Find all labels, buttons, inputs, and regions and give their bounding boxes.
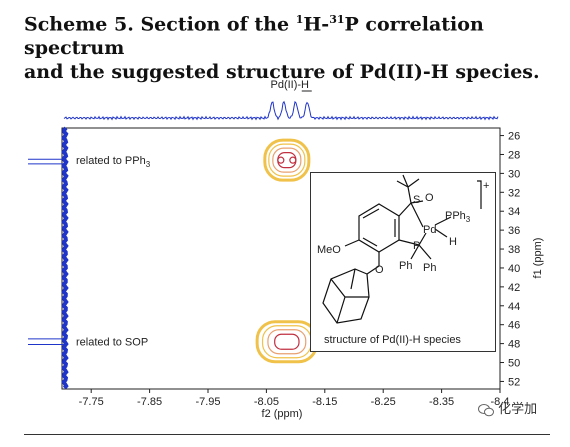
y-tick-label: 52 <box>508 376 520 388</box>
y-tick-label: 38 <box>508 244 520 256</box>
adamantyl-cage <box>322 268 370 324</box>
cross-peak-contour <box>255 320 319 364</box>
y-tick-label: 46 <box>508 320 520 332</box>
x-tick-label: -8.4 <box>491 396 510 408</box>
palladium-label: Pd <box>423 224 436 236</box>
y-tick-label: 42 <box>508 282 520 294</box>
contour-level <box>267 329 307 355</box>
contour-level <box>268 143 306 177</box>
y-tick-label: 32 <box>508 187 520 199</box>
x-tick-label: -7.95 <box>195 396 220 408</box>
pd-chelate-bonds <box>398 202 432 260</box>
contour-level <box>263 138 311 182</box>
x-tick-label: -7.85 <box>137 396 162 408</box>
oxygen-label: O <box>425 192 434 204</box>
x-axis-ticks: -7.75 -7.85 -7.95 -8.05 -8.15 -8.25 -8.35 -8.4 <box>79 389 510 408</box>
y-tick-label: 26 <box>508 131 520 143</box>
caption-isotope-1: 1 <box>295 13 304 26</box>
y-tick-label: 34 <box>508 206 520 218</box>
x-tick-label: -7.75 <box>79 396 104 408</box>
x-tick-label: -8.05 <box>254 396 279 408</box>
pd-ligand-bonds <box>434 216 452 238</box>
charge-label: + <box>483 180 489 192</box>
y-tick-label: 30 <box>508 168 520 180</box>
aryl-ring <box>358 203 400 253</box>
structure-bonds <box>322 174 482 324</box>
pph3-label: PPh3 <box>445 210 471 224</box>
cross-peak-contours <box>255 138 319 364</box>
methoxy-ether-bonds <box>344 239 380 275</box>
caption-line-2: and the suggested structure of Pd(II)-H … <box>24 61 540 84</box>
pd-h-structure-drawing: S O Pd PPh3 H P Ph Ph MeO O + <box>317 174 489 324</box>
sulfur-label: S <box>413 194 420 206</box>
phenyl-label-2: Ph <box>423 262 436 274</box>
cross-peak-contour <box>263 138 311 182</box>
contour-level <box>255 320 319 364</box>
f2-projection-trace <box>63 100 499 121</box>
caption-line-1: Scheme 5. Section of the 1H-31P correlat… <box>24 8 554 60</box>
cross-peak-label-subscript: 3 <box>146 160 151 169</box>
y-tick-label: 48 <box>508 339 520 351</box>
plot-frame <box>61 127 501 390</box>
y-axis-ticks: 26 28 30 32 34 36 38 40 42 44 46 48 50 52 <box>500 131 520 388</box>
aryl-inner-bonds <box>362 208 396 247</box>
scheme-caption: Scheme 5. Section of the 1H-31P correlat… <box>24 8 554 84</box>
cross-peak-labels: related to PPh3 related to SOP <box>76 155 151 349</box>
contour-core <box>277 156 285 164</box>
watermark: 化学加 <box>478 398 537 417</box>
x-tick-label: -8.25 <box>371 396 396 408</box>
structure-box: S O Pd PPh3 H P Ph Ph MeO O + <box>310 172 496 352</box>
f1-projection-trace <box>61 126 69 390</box>
contour-level <box>274 333 300 350</box>
x-axis-label: f2 (ppm) <box>262 408 303 420</box>
pph3-text: PPh <box>445 210 466 222</box>
caption-text: Scheme 5. Section of the <box>24 13 296 36</box>
y-tick-label: 50 <box>508 358 520 370</box>
phenyl-label-1: Ph <box>399 260 412 272</box>
caption-text: H- <box>303 13 330 36</box>
y-tick-label: 40 <box>508 263 520 275</box>
contour-level <box>272 147 302 173</box>
contour-core <box>289 156 297 164</box>
hydride-label: H <box>449 236 457 248</box>
methoxy-label: MeO <box>317 244 341 256</box>
y-axis-label: f1 (ppm) <box>532 238 544 279</box>
x-tick-label: -8.15 <box>312 396 337 408</box>
contour-level <box>277 152 297 169</box>
y-tick-label: 44 <box>508 301 520 313</box>
pph3-subscript: 3 <box>466 215 471 224</box>
cross-peak-label-text: related to PPh <box>76 155 146 167</box>
wechat-icon <box>478 403 494 416</box>
caption-text: P correlation spectrum <box>24 13 484 60</box>
f1-projection-peaks <box>28 158 65 346</box>
sulfinyl-tbu-bonds <box>396 174 424 217</box>
phosphorus-label: P <box>413 240 420 252</box>
ether-oxygen-label: O <box>375 264 384 276</box>
watermark-text: 化学加 <box>498 402 538 417</box>
y-tick-label: 36 <box>508 225 520 237</box>
y-tick-label: 28 <box>508 149 520 161</box>
caption-isotope-2: 31 <box>329 13 345 26</box>
cross-peak-label: related to PPh3 <box>76 155 151 169</box>
bottom-rule <box>24 434 550 435</box>
contour-level <box>261 325 312 359</box>
cross-peak-label: related to SOP <box>76 337 148 349</box>
charge-bracket <box>477 180 482 209</box>
top-trace-label: Pd(II)-H <box>271 79 310 91</box>
cross-peak-label-text: related to SOP <box>76 337 148 349</box>
x-tick-label: -8.35 <box>429 396 454 408</box>
